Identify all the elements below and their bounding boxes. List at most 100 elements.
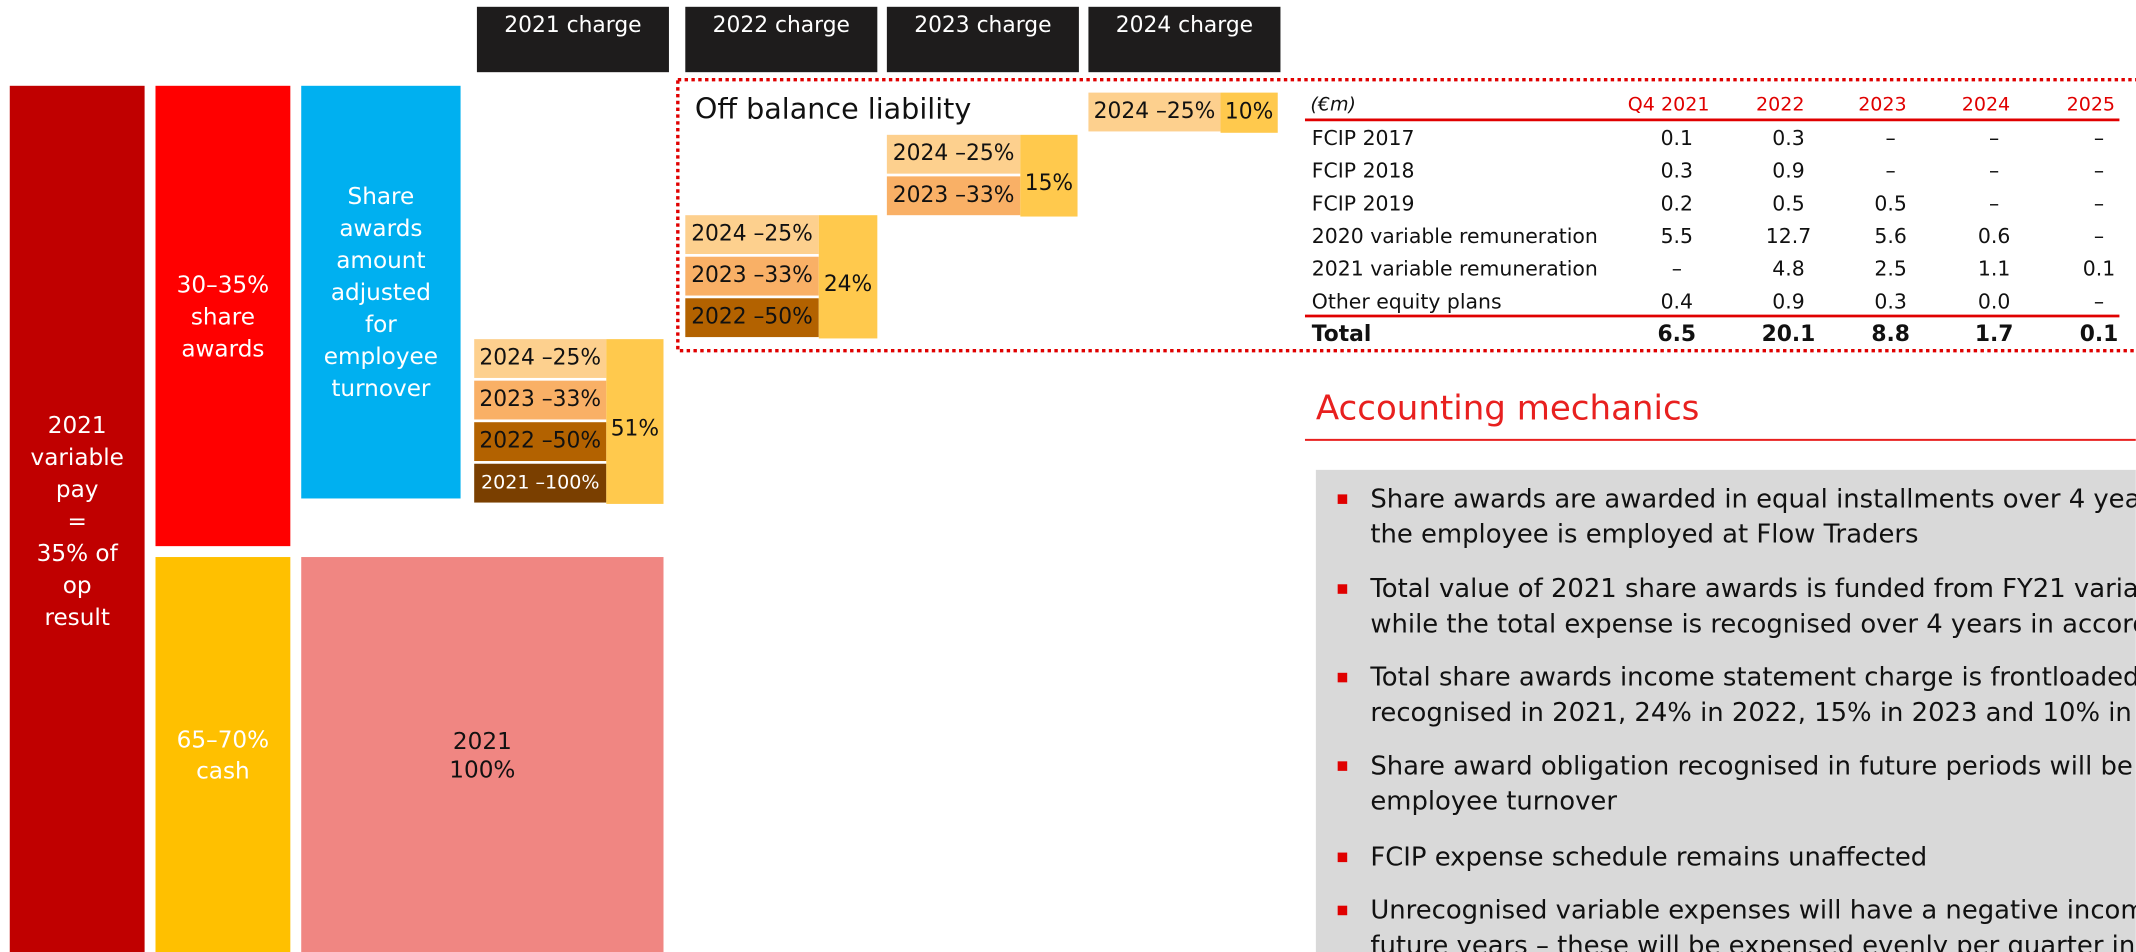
bullet-square xyxy=(1337,494,1348,504)
header-label: 2021 charge xyxy=(504,13,641,38)
block-label: 2021 xyxy=(453,729,512,755)
table-cell: 0.6 xyxy=(1978,224,2010,248)
table-cell: FCIP 2019 xyxy=(1312,191,1415,215)
table-cell: – xyxy=(1989,159,1999,183)
table-cell: 2.5 xyxy=(1874,257,1906,281)
table-total: 0.1 xyxy=(2080,322,2119,347)
stack-total-label: 10% xyxy=(1225,100,1273,125)
table-cell: 12.7 xyxy=(1766,224,1811,248)
stack-item xyxy=(886,134,1021,174)
cash-block xyxy=(155,557,291,952)
table-cell: 0.5 xyxy=(1874,191,1906,215)
table-cell: – xyxy=(2094,224,2104,248)
block-label: adjusted xyxy=(331,280,431,306)
table-cell: Other equity plans xyxy=(1312,289,1502,313)
mechanics-title: Accounting mechanics xyxy=(1316,388,1700,428)
block-label: 2021 xyxy=(48,413,107,439)
stack-total xyxy=(1220,92,1278,133)
block-label: Share xyxy=(348,184,415,210)
bullet-square xyxy=(1337,584,1348,594)
table-header: (€m) xyxy=(1310,93,1356,115)
table-cell: 0.0 xyxy=(1978,289,2010,313)
table-cell: 0.4 xyxy=(1661,289,1693,313)
adjusted-block xyxy=(301,85,461,499)
stack-total xyxy=(1020,134,1078,217)
table-total: 6.5 xyxy=(1657,322,1696,347)
table-cell: FCIP 2017 xyxy=(1312,126,1415,150)
stack-item xyxy=(474,463,607,503)
variable-pay-block xyxy=(9,85,145,952)
table-cell: – xyxy=(2094,191,2104,215)
bullet-square xyxy=(1337,852,1348,863)
bullet-text: while the total expense is recognised ov… xyxy=(1370,610,2136,640)
stack-total-label: 24% xyxy=(824,272,872,297)
block-label: awards xyxy=(339,216,422,242)
table-cell: – xyxy=(2094,126,2104,150)
cash-charge-block xyxy=(301,557,664,952)
stack-label: 2022 –50% xyxy=(691,305,813,330)
table-cell: – xyxy=(1989,191,1999,215)
table-cell: 0.2 xyxy=(1661,191,1693,215)
stack-label: 2024 –25% xyxy=(691,222,813,247)
stack-item xyxy=(474,422,607,462)
stack-total-label: 51% xyxy=(611,417,659,442)
stack-item xyxy=(474,339,607,378)
stack-item xyxy=(886,176,1021,216)
stack-item xyxy=(685,298,819,338)
stack-item xyxy=(685,256,819,296)
table-cell: 4.8 xyxy=(1772,257,1804,281)
table-cell: 2021 variable remuneration xyxy=(1312,257,1598,281)
header-box xyxy=(476,6,669,73)
table-total: 1.7 xyxy=(1975,322,2014,347)
bullet-text: the employee is employed at Flow Traders xyxy=(1370,520,1918,550)
off-balance-title: Off balance liability xyxy=(695,91,972,125)
block-label: = xyxy=(67,509,86,535)
bullet-text: employee turnover xyxy=(1370,787,1617,817)
stack-item xyxy=(1088,92,1221,132)
stack-total-label: 15% xyxy=(1025,171,1073,196)
table-total: 8.8 xyxy=(1871,322,1910,347)
block-label: cash xyxy=(196,759,250,785)
block-label: 65–70% xyxy=(177,727,269,753)
table-cell: 1.1 xyxy=(1978,257,2010,281)
stack-item xyxy=(685,215,819,255)
block-label: 100% xyxy=(449,757,515,783)
table-cell: 0.3 xyxy=(1874,289,1906,313)
block-label: result xyxy=(44,605,109,631)
stack-label: 2023 –33% xyxy=(893,183,1015,208)
table-header: 2023 xyxy=(1858,93,1906,115)
stack-item xyxy=(474,380,607,420)
bullet-text: Total share awards income statement char… xyxy=(1369,663,2136,693)
header-label: 2024 charge xyxy=(1116,13,1253,38)
block-label: awards xyxy=(181,337,264,363)
table-total: Total xyxy=(1312,322,1372,347)
bullet-text: Share award obligation recognised in fut… xyxy=(1370,751,2136,781)
table-cell: 5.6 xyxy=(1874,224,1906,248)
table-cell: – xyxy=(1886,159,1896,183)
table-cell: – xyxy=(2094,289,2104,313)
stack-label: 2024 –25% xyxy=(893,141,1015,166)
stack-label: 2021 –100% xyxy=(481,472,600,494)
stack-total xyxy=(606,339,664,504)
table-header: Q4 2021 xyxy=(1628,93,1710,115)
stack-label: 2022 –50% xyxy=(479,429,601,454)
table-cell: – xyxy=(1672,257,1682,281)
mechanics-box xyxy=(1315,469,2136,952)
table-header: 2022 xyxy=(1756,93,1804,115)
table-cell: 5.5 xyxy=(1661,224,1693,248)
header-box xyxy=(886,6,1079,73)
header-label: 2023 charge xyxy=(914,13,1051,38)
table-cell: – xyxy=(2094,159,2104,183)
stack-total xyxy=(818,215,878,339)
block-label: 35% of xyxy=(37,541,119,567)
table-cell: 0.1 xyxy=(1661,126,1693,150)
bullet-text: future years – these will be expensed ev… xyxy=(1370,931,2136,952)
stack-label: 2023 –33% xyxy=(691,263,813,288)
header-box xyxy=(1088,6,1281,73)
table-cell: 2020 variable remuneration xyxy=(1312,224,1598,248)
bullet-text: Share awards are awarded in equal instal… xyxy=(1370,484,2136,514)
block-label: employee xyxy=(324,344,438,370)
table-cell: 0.3 xyxy=(1661,159,1693,183)
